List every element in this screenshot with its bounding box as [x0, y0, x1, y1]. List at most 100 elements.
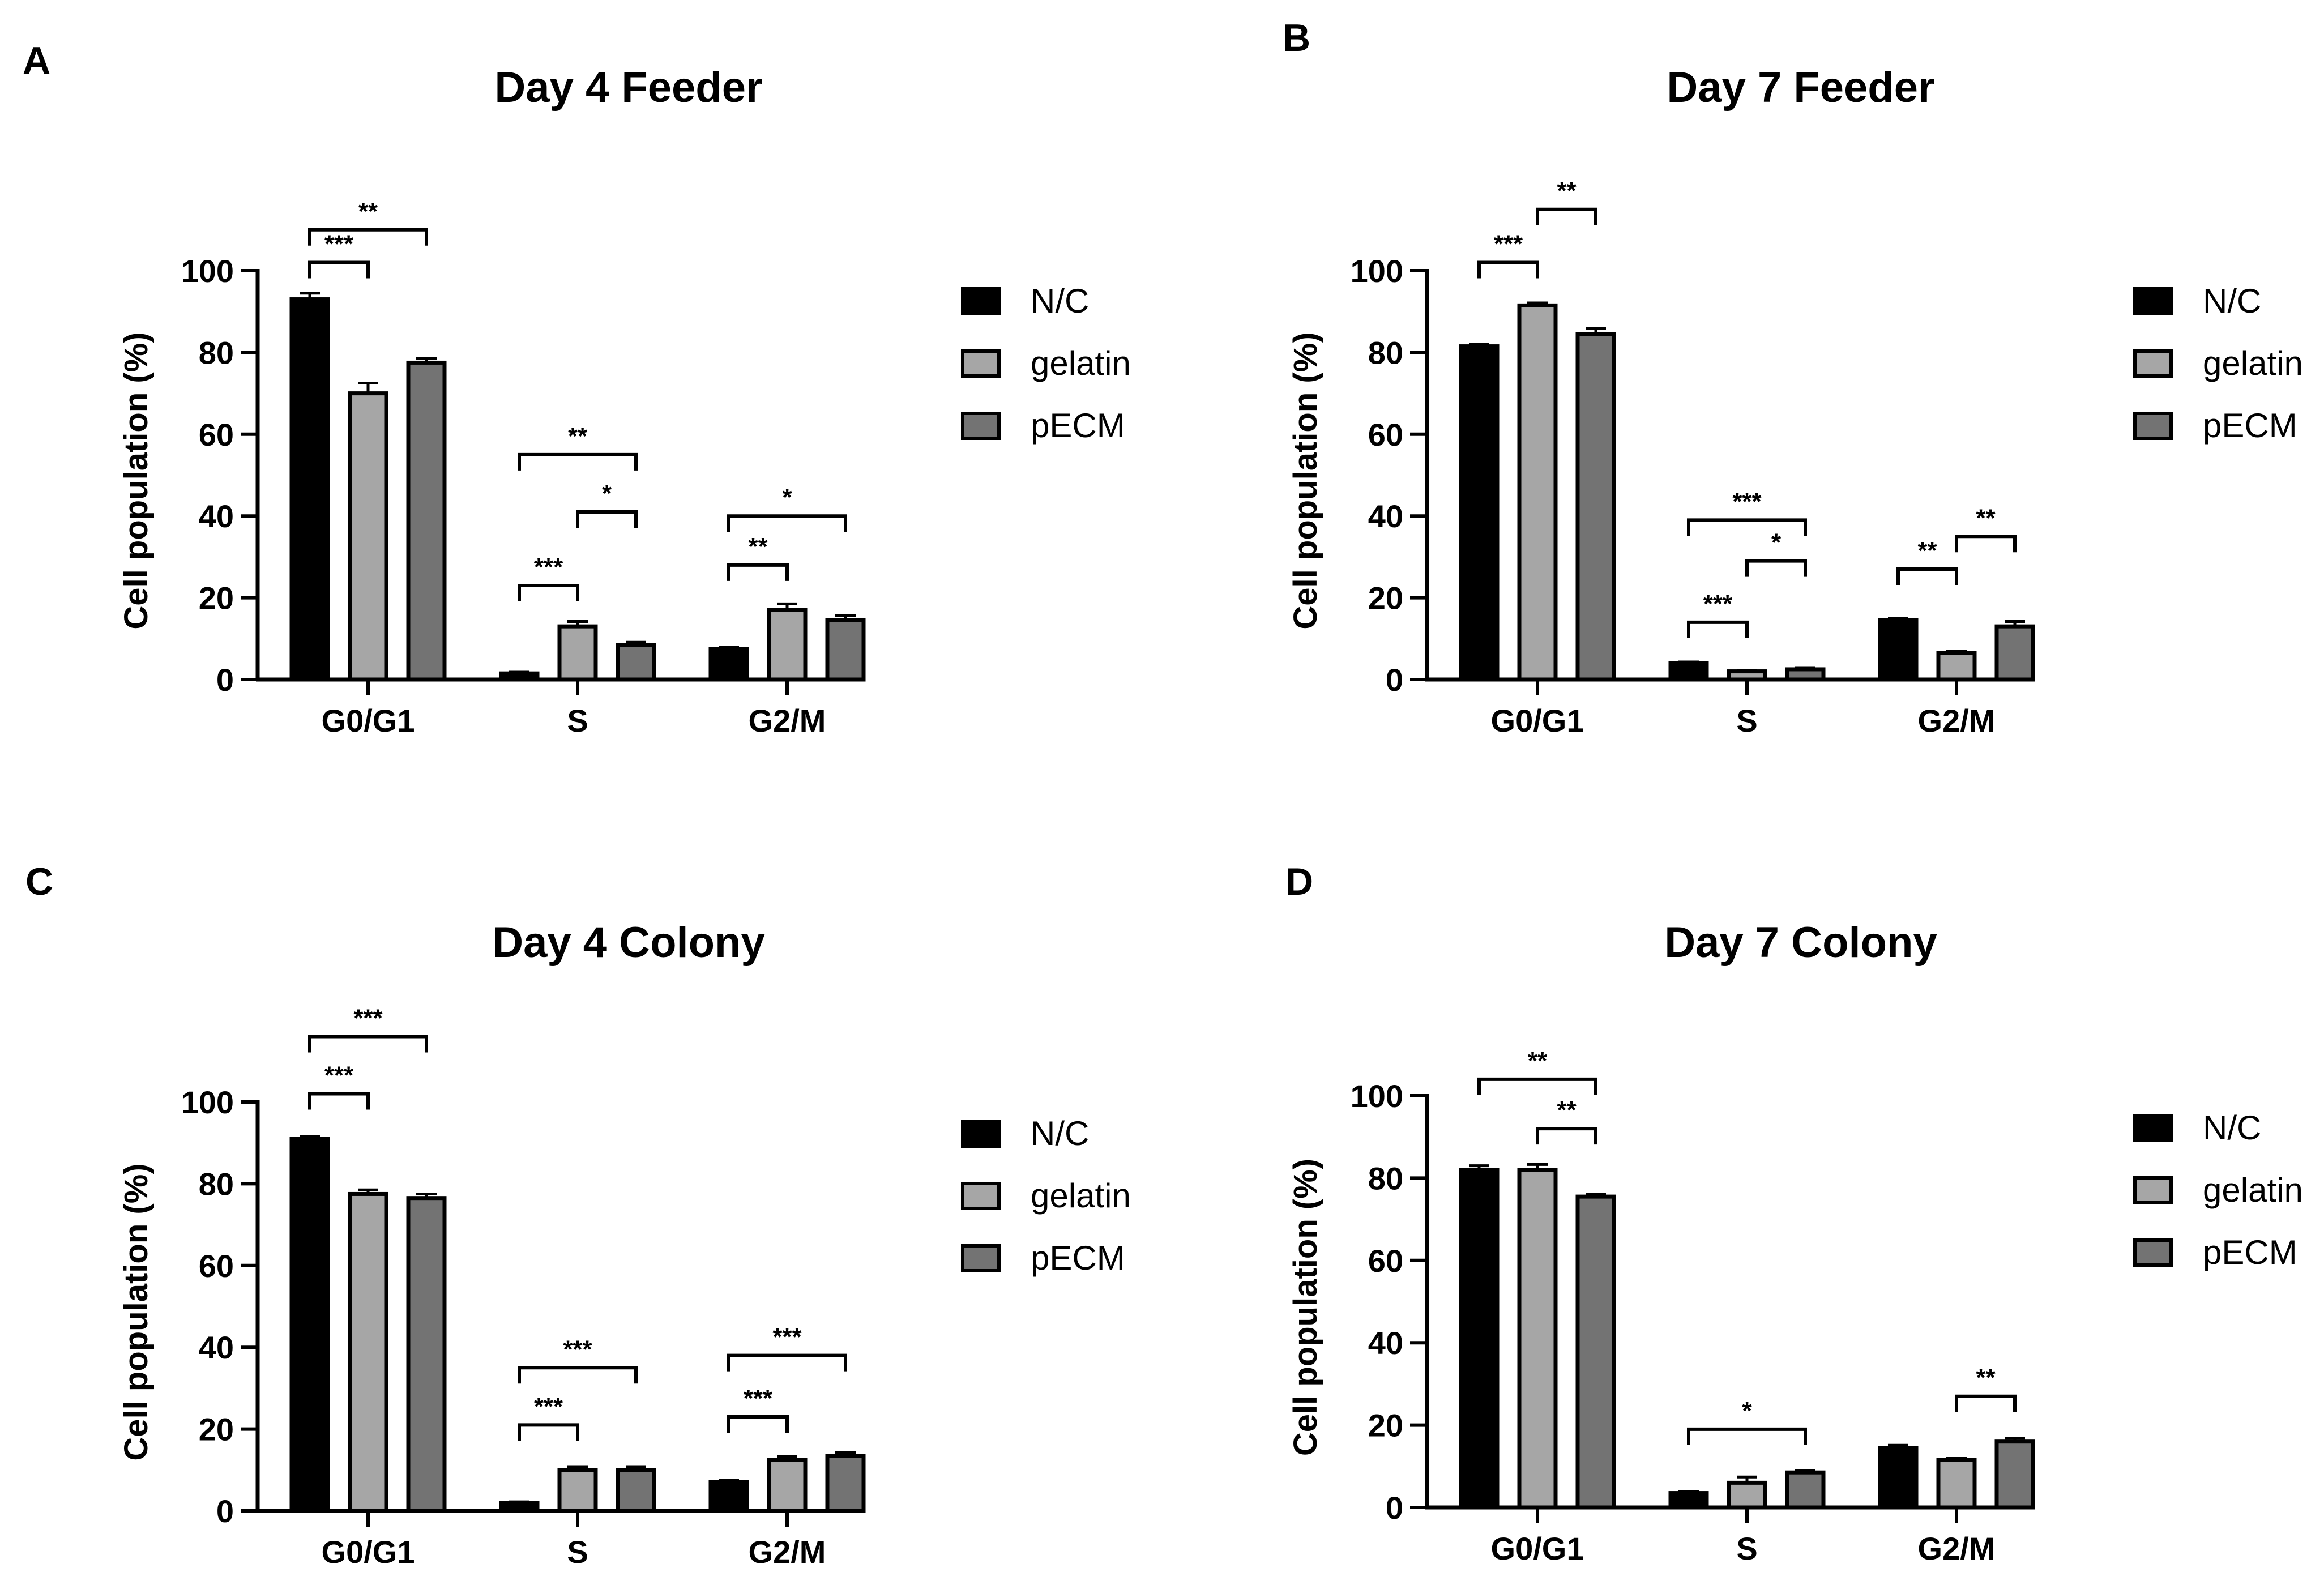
- bar-nc: [499, 671, 540, 682]
- significance-label: **: [1976, 1364, 1996, 1392]
- significance-label: **: [1557, 177, 1577, 205]
- panel-letter: B: [1283, 16, 1310, 59]
- bar-pecm: [616, 643, 656, 682]
- y-tick-label: 80: [199, 335, 234, 370]
- legend-label: gelatin: [1031, 1177, 1131, 1215]
- significance-bracket: [727, 1353, 847, 1372]
- y-tick-label: 40: [1368, 1325, 1403, 1361]
- chart-panel-b: B Day 7 Feeder Cell population (%) 0 20 40 60 8…: [1283, 16, 2303, 738]
- significance-bracket: [1687, 1427, 1807, 1445]
- legend-swatch: [2133, 349, 2173, 378]
- legend-label: pECM: [1031, 407, 1125, 445]
- legend-swatch: [961, 1244, 1001, 1272]
- x-category-label: G2/M: [1918, 703, 1996, 738]
- chart-title: Day 4 Feeder: [494, 63, 762, 112]
- y-tick-label: 80: [1368, 335, 1403, 370]
- bar-nc: [1668, 1491, 1709, 1510]
- significance-label: **: [748, 533, 768, 561]
- x-category-label: G2/M: [1918, 1531, 1996, 1566]
- bar-nc: [289, 1137, 330, 1513]
- y-axis-title: Cell population (%): [118, 1163, 155, 1460]
- bar-nc: [1459, 344, 1500, 682]
- significance-label: *: [1742, 1397, 1752, 1425]
- significance-label: **: [358, 198, 378, 225]
- bar-pecm: [1994, 624, 2035, 682]
- significance-label: *: [782, 484, 792, 511]
- legend-label: N/C: [2203, 1109, 2261, 1147]
- chart-title: Day 7 Colony: [1664, 918, 1937, 967]
- significance-label: **: [568, 422, 588, 450]
- bar-gelatin: [1517, 1168, 1558, 1510]
- legend-label: N/C: [2203, 282, 2261, 320]
- legend-swatch: [2133, 287, 2173, 315]
- significance-bracket: [518, 452, 638, 471]
- significance-bracket: [727, 563, 789, 581]
- legend-swatch: [961, 1120, 1001, 1148]
- panel-letter: C: [25, 860, 53, 903]
- bar-pecm: [616, 1468, 656, 1513]
- bar-nc: [1878, 1446, 1919, 1510]
- significance-label: ***: [744, 1385, 773, 1412]
- significance-label: ***: [772, 1323, 802, 1351]
- bar-nc: [708, 647, 749, 682]
- significance-bracket: [1955, 1394, 2017, 1412]
- y-tick-label: 60: [199, 1248, 234, 1284]
- x-category-label: S: [1736, 1531, 1757, 1566]
- panel-letter: D: [1285, 860, 1313, 903]
- chart-panel-c: C Day 4 Colony Cell population (%) 0 20 40 60 8…: [25, 860, 1131, 1570]
- legend-swatch: [2133, 412, 2173, 440]
- legend-swatch: [961, 1182, 1001, 1210]
- y-tick-label: 20: [199, 1412, 234, 1447]
- significance-bracket: [1536, 1127, 1597, 1145]
- legend-swatch: [2133, 1238, 2173, 1267]
- y-tick-label: 80: [199, 1166, 234, 1202]
- x-category-label: S: [1736, 703, 1757, 738]
- significance-label: ***: [563, 1335, 592, 1363]
- bar-gelatin: [557, 1468, 598, 1513]
- significance-bracket: [308, 1092, 370, 1110]
- x-category-label: S: [567, 1534, 588, 1570]
- significance-label: ***: [324, 1062, 354, 1090]
- legend-label: gelatin: [1031, 344, 1131, 382]
- significance-label: ***: [1732, 488, 1762, 515]
- significance-bracket: [1896, 567, 1958, 586]
- significance-bracket: [518, 1423, 579, 1441]
- x-category-label: G2/M: [749, 703, 826, 738]
- significance-bracket: [1955, 535, 2017, 553]
- x-category-label: G0/G1: [322, 703, 415, 738]
- significance-bracket: [308, 260, 370, 279]
- bar-pecm: [1575, 332, 1616, 682]
- chart-panel-d: D Day 7 Colony Cell population (%) 0 20 40 60 8…: [1285, 860, 2303, 1566]
- bar-gelatin: [767, 608, 808, 682]
- bar-nc: [1878, 618, 1919, 682]
- bar-pecm: [1785, 1470, 1826, 1510]
- significance-bracket: [1687, 620, 1749, 638]
- significance-label: *: [1771, 529, 1782, 557]
- significance-bracket: [727, 514, 847, 532]
- x-category-label: G0/G1: [1491, 703, 1584, 738]
- x-category-label: S: [567, 703, 588, 738]
- y-tick-label: 80: [1368, 1160, 1403, 1196]
- bar-gelatin: [767, 1458, 808, 1513]
- bar-nc: [1459, 1168, 1500, 1510]
- bar-pecm: [406, 1196, 447, 1513]
- y-tick-label: 60: [1368, 1243, 1403, 1279]
- significance-label: ***: [534, 553, 563, 581]
- y-tick-label: 0: [1386, 1490, 1403, 1526]
- x-category-label: G0/G1: [1491, 1531, 1584, 1566]
- y-tick-label: 40: [1368, 498, 1403, 534]
- bar-gelatin: [348, 1191, 388, 1513]
- y-tick-label: 0: [1386, 662, 1403, 698]
- legend-label: gelatin: [2203, 1171, 2303, 1209]
- significance-label: ***: [324, 230, 354, 258]
- significance-label: *: [602, 480, 612, 507]
- y-tick-label: 40: [199, 498, 234, 534]
- significance-label: ***: [1494, 230, 1523, 258]
- significance-bracket: [1745, 559, 1807, 577]
- significance-label: **: [1976, 504, 1996, 532]
- significance-label: **: [1917, 537, 1937, 565]
- significance-bracket: [576, 510, 638, 528]
- bar-pecm: [825, 618, 866, 682]
- significance-bracket: [308, 1035, 428, 1053]
